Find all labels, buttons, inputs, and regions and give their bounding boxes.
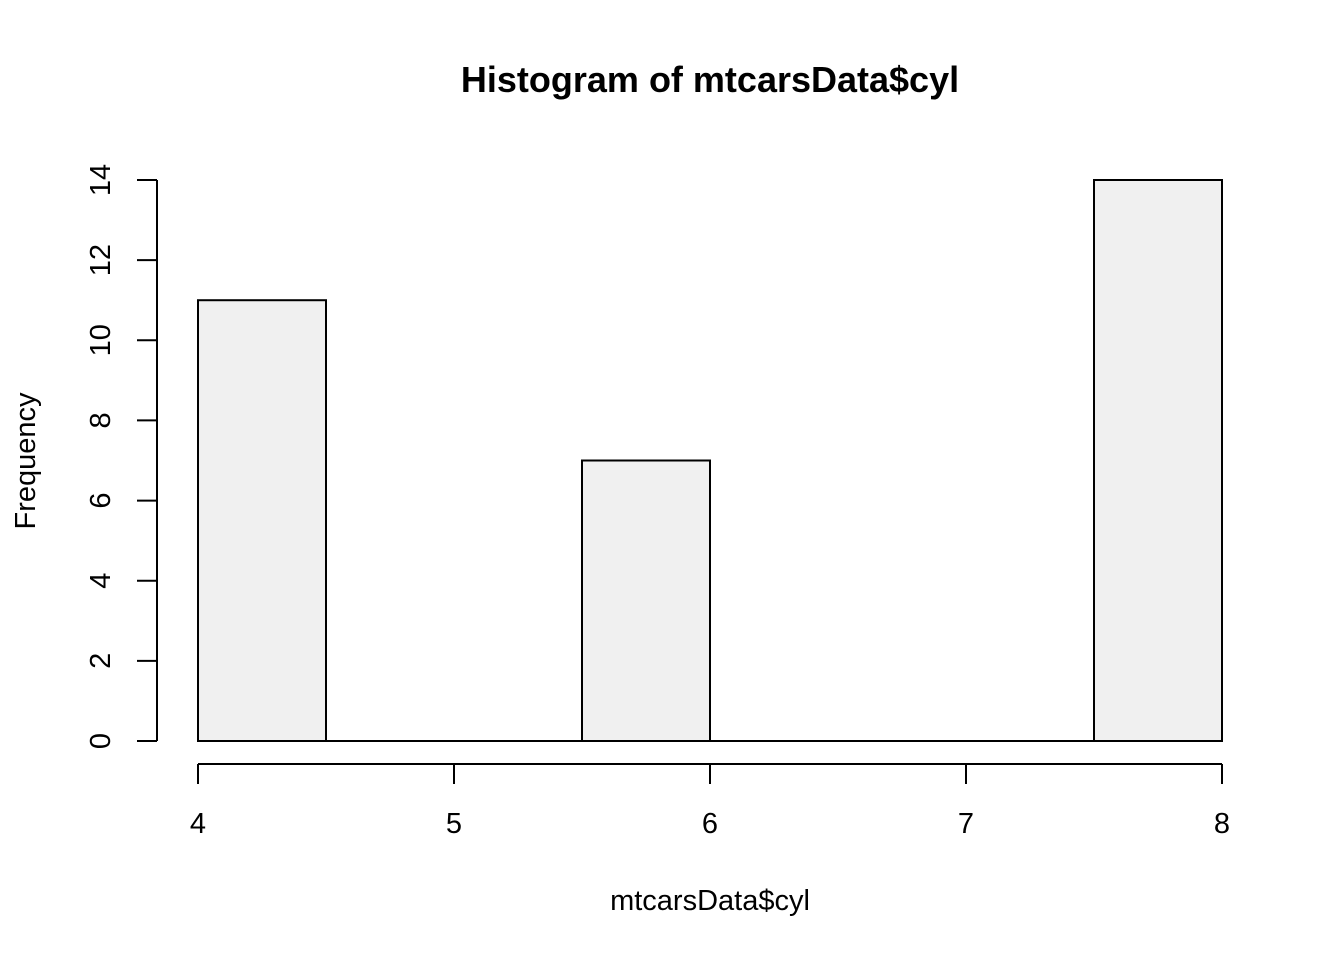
y-tick-label-10: 10 xyxy=(85,324,117,356)
x-axis-label: mtcarsData$cyl xyxy=(610,885,810,917)
y-axis: 0 2 4 6 8 10 12 14 xyxy=(85,164,158,749)
bars-group xyxy=(197,179,1223,742)
y-tick-label-2: 2 xyxy=(85,653,117,669)
y-tick-label-12: 12 xyxy=(85,244,117,276)
y-tick-label-8: 8 xyxy=(85,412,117,428)
histogram-bar-3 xyxy=(581,459,711,742)
histogram-bar-0 xyxy=(197,299,327,742)
y-tick-label-6: 6 xyxy=(85,493,117,509)
y-tick-label-14: 14 xyxy=(85,164,117,196)
y-tick-label-4: 4 xyxy=(85,573,117,589)
histogram-bar-7 xyxy=(1093,179,1223,742)
x-tick-label-6: 6 xyxy=(702,808,718,840)
x-tick-label-7: 7 xyxy=(958,808,974,840)
x-tick-label-4: 4 xyxy=(190,808,206,840)
y-axis-label: Frequency xyxy=(10,392,42,530)
x-axis: 4 5 6 7 8 xyxy=(190,763,1230,840)
x-tick-label-5: 5 xyxy=(446,808,462,840)
y-tick-label-0: 0 xyxy=(85,733,117,749)
x-tick-label-8: 8 xyxy=(1214,808,1230,840)
chart-title: Histogram of mtcarsData$cyl xyxy=(461,59,959,100)
